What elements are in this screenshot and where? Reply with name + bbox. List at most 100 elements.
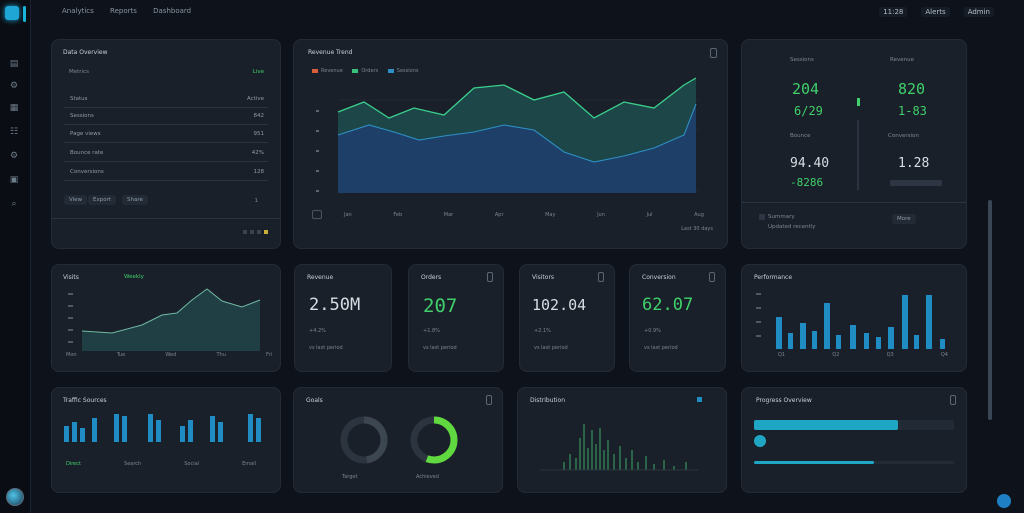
info-icon xyxy=(759,214,765,220)
panel-title: Traffic Sources xyxy=(63,397,107,404)
lock-icon[interactable] xyxy=(950,395,956,405)
lock-icon[interactable] xyxy=(710,48,717,58)
lock-icon[interactable] xyxy=(709,272,715,282)
users-icon[interactable]: ☷ xyxy=(9,127,19,137)
kpi-note: vs last period xyxy=(309,345,343,351)
panel-title: Distribution xyxy=(530,397,566,404)
grid-icon[interactable]: ▣ xyxy=(9,175,19,185)
active-indicator xyxy=(23,6,26,22)
table-row[interactable]: Sessions 842 xyxy=(64,108,268,125)
count-label: 1 xyxy=(254,198,259,204)
mini-area-chart xyxy=(68,288,261,351)
clock: 11:28 xyxy=(879,7,908,17)
avatar[interactable] xyxy=(6,488,24,506)
kpi-title: Conversion xyxy=(642,274,676,281)
stat-label: Sessions xyxy=(790,57,814,63)
scroll-thumb[interactable] xyxy=(988,200,992,420)
share-button[interactable]: Share xyxy=(122,195,148,205)
progress-dot xyxy=(754,435,766,447)
view-button[interactable]: View xyxy=(64,195,88,205)
series-line-green xyxy=(337,77,697,119)
x-axis-labels: Mon Tue Wed Thu Fri xyxy=(66,352,272,358)
alerts-button[interactable]: Alerts xyxy=(921,7,950,17)
progress-bar xyxy=(754,461,954,464)
stat-label: Revenue xyxy=(890,57,914,63)
bar-chart-panel: Performance Q1 Q2 Q3 Q4 xyxy=(741,264,967,372)
divider xyxy=(742,202,966,203)
nav-item-analytics[interactable]: Analytics xyxy=(62,7,94,15)
table-row[interactable]: Conversions 128 xyxy=(64,164,268,181)
progress-bar xyxy=(754,420,954,430)
series-line-blue xyxy=(337,103,697,163)
search-icon[interactable]: ⌕ xyxy=(11,199,17,209)
mini-area-panel: Visits Weekly Mon Tue Wed Thu Fri xyxy=(51,264,281,372)
kpi-delta: +2.1% xyxy=(534,328,551,334)
kpi-card[interactable]: Orders 207 +1.8% vs last period xyxy=(408,264,504,372)
sidebar: ▤ ⚙ ▦ ☷ ⚙ ▣ ⌕ xyxy=(0,0,31,513)
export-button[interactable]: Export xyxy=(88,195,117,205)
home-icon[interactable]: ▤ xyxy=(9,59,19,69)
table-panel: Data Overview Metrics Live Status Active … xyxy=(51,39,281,249)
histogram-panel: Distribution xyxy=(517,387,727,493)
area-chart xyxy=(316,77,699,193)
scrollbar[interactable] xyxy=(988,200,992,420)
live-badge: Live xyxy=(252,69,264,75)
panel-title: Revenue Trend xyxy=(308,49,353,56)
app-logo[interactable] xyxy=(5,6,19,20)
donut-label: Target xyxy=(342,474,358,480)
kpi-value: 62.07 xyxy=(642,295,694,315)
x-axis-labels: Jan Feb Mar Apr May Jun Jul Aug xyxy=(344,212,704,218)
stat-sub: 1-83 xyxy=(898,104,927,118)
kpi-title: Revenue xyxy=(307,274,334,281)
profile-button[interactable]: Admin xyxy=(963,7,994,17)
table-row[interactable]: Status Active xyxy=(64,91,268,108)
legend-row: Direct Search Social Email xyxy=(66,461,256,467)
table-row[interactable]: Page views 951 xyxy=(64,126,268,143)
kpi-delta: +0.9% xyxy=(644,328,661,334)
footer-sub: Updated recently xyxy=(768,224,816,230)
gear-icon[interactable]: ⚙ xyxy=(9,151,19,161)
nav-item-dashboard[interactable]: Dashboard xyxy=(153,7,192,15)
panel-title: Performance xyxy=(754,274,793,281)
more-button[interactable]: More xyxy=(892,214,916,224)
kpi-card[interactable]: Visitors 102.04 +2.1% vs last period xyxy=(519,264,615,372)
lock-icon[interactable] xyxy=(486,395,492,405)
histogram-chart xyxy=(540,424,698,471)
stat-value: 204 xyxy=(792,80,820,98)
table-row[interactable]: Bounce rate 42% xyxy=(64,145,268,162)
panel-title: Visits xyxy=(63,274,79,281)
stat-sub: 6/29 xyxy=(794,104,823,118)
pagination[interactable] xyxy=(243,230,268,234)
mini-progress xyxy=(890,180,942,186)
stat-label: Conversion xyxy=(888,133,919,139)
stat-value: 820 xyxy=(898,80,926,98)
divider xyxy=(857,120,859,190)
panel-title: Goals xyxy=(306,397,323,404)
kpi-card[interactable]: Revenue 2.50M +4.2% vs last period xyxy=(294,264,392,372)
stat-label: Bounce xyxy=(790,133,811,139)
lock-icon[interactable] xyxy=(487,272,493,282)
kpi-title: Orders xyxy=(421,274,442,281)
x-axis-labels: Q1 Q2 Q3 Q4 xyxy=(778,352,948,358)
chart-legend: Revenue Orders Sessions xyxy=(312,68,418,74)
panel-subtitle: Metrics xyxy=(69,69,89,75)
kpi-delta: +4.2% xyxy=(309,328,326,334)
lock-icon[interactable] xyxy=(598,272,604,282)
settings-icon[interactable]: ⚙ xyxy=(9,81,19,91)
kpi-card[interactable]: Conversion 62.07 +0.9% vs last period xyxy=(629,264,726,372)
chart-icon[interactable]: ▦ xyxy=(9,103,19,113)
progress-panel: Progress Overview xyxy=(741,387,967,493)
kpi-title: Visitors xyxy=(532,274,555,281)
stats-panel: Sessions 204 6/29 Bounce 94.40 -8286 Rev… xyxy=(741,39,967,249)
kpi-note: vs last period xyxy=(534,345,568,351)
panel-title: Progress Overview xyxy=(756,397,812,404)
divider xyxy=(52,218,280,219)
nav-item-reports[interactable]: Reports xyxy=(110,7,137,15)
calendar-icon[interactable] xyxy=(312,210,322,219)
traffic-bar-chart xyxy=(64,414,261,442)
kpi-delta: +1.8% xyxy=(423,328,440,334)
main-chart-panel: Revenue Trend Revenue Orders Sessions Ja… xyxy=(293,39,728,249)
series-area-blue xyxy=(338,104,696,193)
panel-title: Data Overview xyxy=(63,49,108,56)
help-button[interactable] xyxy=(997,494,1011,508)
